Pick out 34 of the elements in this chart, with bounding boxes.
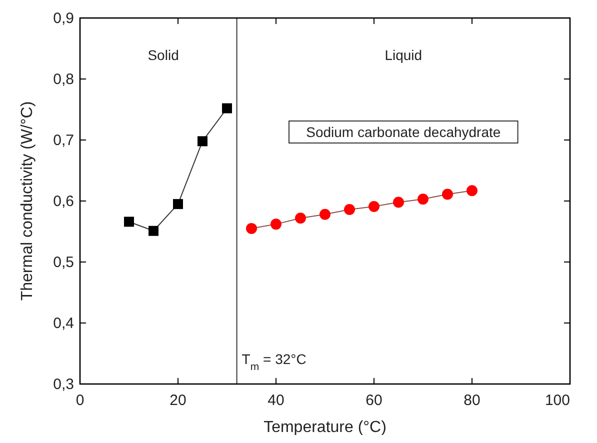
x-tick-label: 60 [366, 392, 382, 409]
x-tick-label: 0 [76, 392, 84, 409]
y-tick-label: 0,9 [53, 10, 74, 27]
x-tick-label: 20 [170, 392, 186, 409]
point [418, 194, 428, 205]
y-tick-label: 0,7 [53, 132, 74, 149]
point [270, 218, 282, 230]
y-tick-label: 0,6 [53, 193, 74, 210]
x-tick-label: 80 [464, 392, 480, 409]
y-tick-label: 0,4 [53, 315, 74, 332]
point [295, 212, 306, 224]
x-axis-title: Temperature (°C) [264, 419, 386, 436]
point [198, 136, 208, 146]
point [148, 226, 158, 236]
point [442, 188, 453, 200]
point [222, 103, 232, 114]
point [124, 216, 134, 227]
point [344, 204, 355, 216]
point [320, 208, 330, 220]
x-tick-label: 100 [544, 392, 570, 409]
x-tick-label: 40 [268, 392, 284, 409]
ref-line-label: T$_{m}$ = 32°C [242, 351, 306, 373]
point [368, 200, 380, 212]
point [466, 185, 478, 196]
point [246, 222, 257, 234]
point [173, 199, 183, 210]
annotation: Liquid [384, 47, 422, 63]
y-axis-title: Thermal conductivity (W/°C) [19, 101, 36, 301]
y-tick-label: 0,5 [53, 254, 74, 271]
annotation: Sodium carbonate decahydrate [306, 124, 501, 140]
point [393, 196, 404, 208]
annotation: Solid [148, 47, 179, 63]
y-tick-label: 0,3 [53, 376, 74, 393]
y-tick-label: 0,8 [53, 71, 74, 88]
